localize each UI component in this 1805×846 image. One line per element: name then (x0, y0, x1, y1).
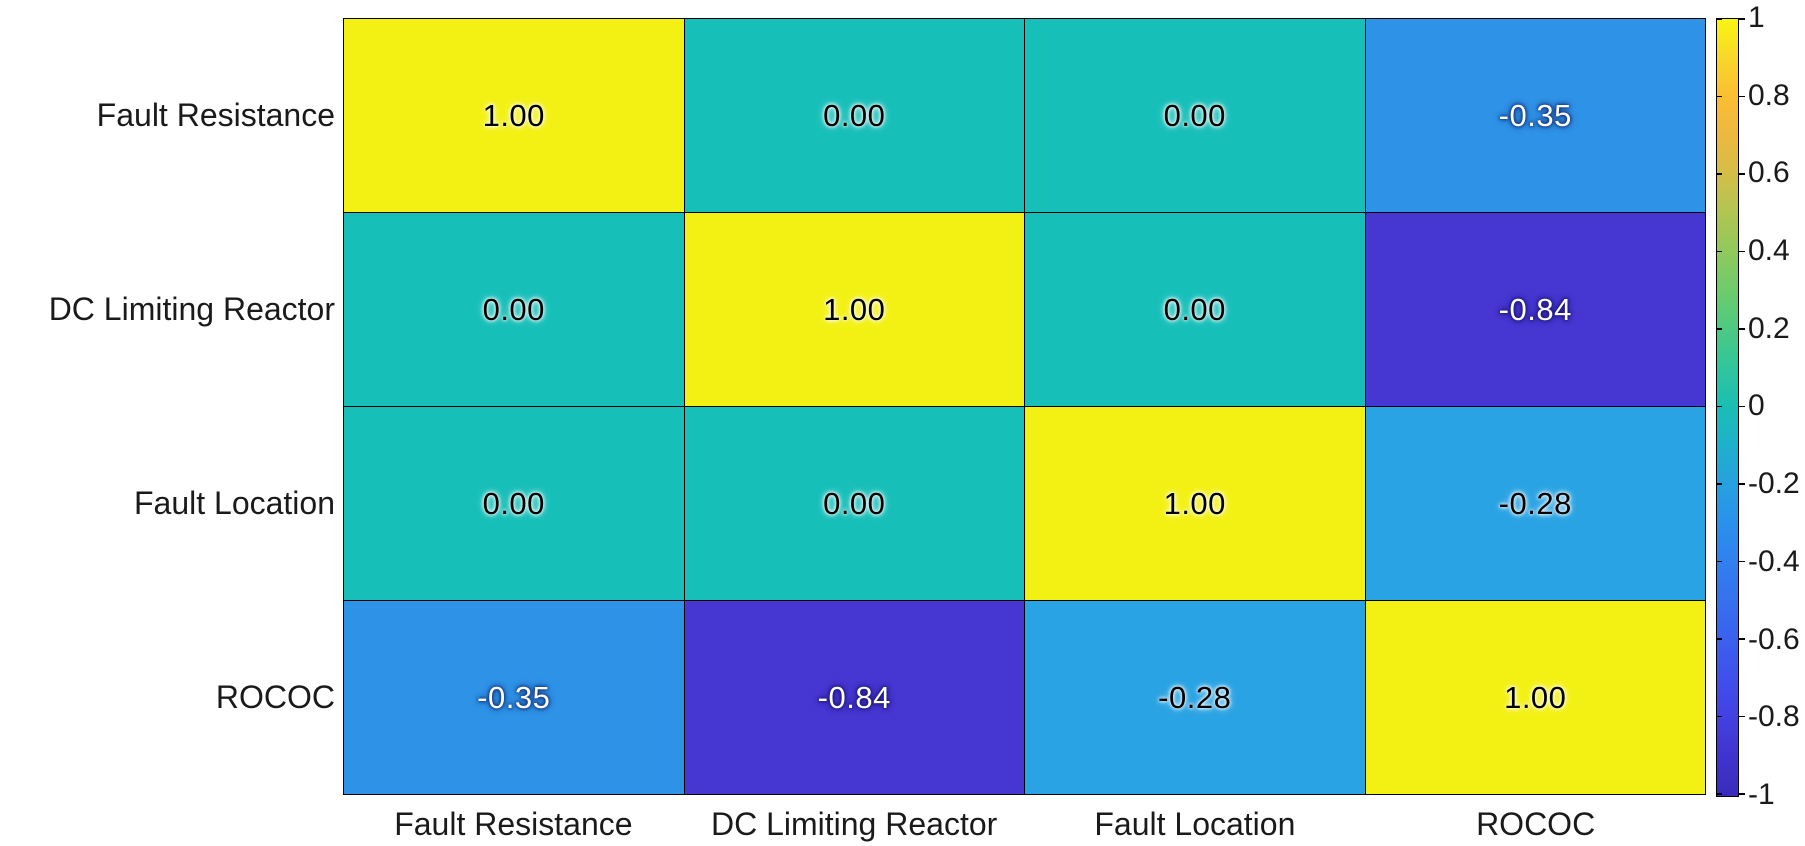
cell-value: -0.35 (1498, 97, 1572, 133)
colorbar-tick (1717, 250, 1722, 253)
colorbar-tick (1717, 560, 1722, 563)
heatmap-grid: 1.00 0.00 0.00 -0.35 0.00 1.00 0.00 -0.8… (343, 18, 1706, 795)
col-label-dc-limiting-reactor: DC Limiting Reactor (710, 806, 998, 842)
row-label-fault-resistance: Fault Resistance (96, 96, 335, 133)
heatmap-cell: 0.00 (1025, 19, 1365, 212)
cell-value: -0.84 (1498, 291, 1572, 327)
colorbar-tick (1717, 715, 1722, 718)
colorbar-tick-label: -0.8 (1748, 700, 1800, 734)
colorbar-tick-label: 1 (1748, 1, 1765, 34)
heatmap-cell: 0.00 (1025, 213, 1365, 406)
colorbar-tick (1739, 793, 1745, 795)
cell-value: -0.35 (477, 679, 551, 715)
colorbar-tick-label: 0.2 (1748, 311, 1790, 345)
colorbar-tick (1739, 173, 1745, 175)
colorbar-tick-label: -0.6 (1748, 622, 1800, 656)
colorbar-gradient (1717, 19, 1738, 796)
col-label-fault-resistance: Fault Resistance (394, 806, 633, 842)
colorbar-tick (1717, 483, 1722, 485)
colorbar-tick-label: -1 (1748, 777, 1775, 811)
colorbar-tick (1739, 405, 1745, 408)
cell-value: 0.00 (482, 291, 545, 327)
heatmap-cell: 1.00 (684, 213, 1024, 406)
colorbar-tick (1739, 328, 1745, 330)
colorbar-outer-ticks (1739, 18, 1745, 795)
cell-value: 0.00 (1163, 97, 1226, 133)
x-axis-labels: Fault Resistance DC Limiting Reactor Fau… (343, 806, 1706, 846)
cell-value: 1.00 (823, 291, 886, 327)
colorbar-tick (1739, 715, 1745, 718)
heatmap-cell: 1.00 (1025, 407, 1365, 600)
colorbar-tick (1739, 638, 1745, 640)
row-label-rococ: ROCOC (215, 679, 335, 716)
col-label-rococ: ROCOC (1476, 806, 1596, 842)
colorbar-tick (1739, 250, 1745, 253)
col-label-fault-location: Fault Location (1094, 806, 1296, 842)
colorbar-tick (1717, 328, 1722, 330)
colorbar-tick-label: 0.4 (1748, 234, 1790, 268)
colorbar-tick (1717, 18, 1722, 20)
colorbar-tick (1739, 483, 1745, 485)
y-axis-labels: Fault Resistance DC Limiting Reactor Fau… (0, 18, 335, 795)
heatmap-cell: 1.00 (1365, 601, 1705, 794)
heatmap-cell: -0.28 (1365, 407, 1705, 600)
colorbar-tick-label: -0.2 (1748, 467, 1800, 501)
heatmap-cell: 0.00 (344, 213, 684, 406)
cell-value: 0.00 (482, 485, 545, 521)
row-label-dc-limiting-reactor: DC Limiting Reactor (48, 290, 335, 327)
colorbar-tick (1739, 560, 1745, 563)
colorbar-tick (1717, 173, 1722, 175)
cell-value: 0.00 (1163, 291, 1226, 327)
cell-value: 1.00 (1163, 485, 1226, 521)
colorbar-tick-label: 0.6 (1748, 156, 1790, 190)
colorbar-tick (1739, 95, 1745, 98)
cell-value: 1.00 (1504, 679, 1567, 715)
cell-value: -0.28 (1498, 485, 1572, 521)
cell-value: 0.00 (823, 97, 886, 133)
heatmap-cell: 0.00 (344, 407, 684, 600)
heatmap-cell: -0.35 (344, 601, 684, 794)
heatmap-cell: -0.84 (1365, 213, 1705, 406)
heatmap-cell: 0.00 (684, 19, 1024, 212)
colorbar-inner-ticks (1717, 18, 1722, 795)
colorbar-tick-label: 0 (1748, 389, 1765, 423)
heatmap-cell: -0.84 (684, 601, 1024, 794)
heatmap-cell: -0.35 (1365, 19, 1705, 212)
colorbar-tick (1717, 95, 1722, 98)
cell-value: 1.00 (482, 97, 545, 133)
row-label-fault-location: Fault Location (133, 485, 335, 522)
heatmap-cell: 1.00 (344, 19, 684, 212)
heatmap-cell: 0.00 (684, 407, 1024, 600)
colorbar (1716, 18, 1739, 797)
heatmap-cell: -0.28 (1025, 601, 1365, 794)
cell-value: -0.84 (817, 679, 891, 715)
colorbar-tick (1717, 638, 1722, 640)
colorbar-tick-label: -0.4 (1748, 544, 1800, 578)
colorbar-tick-label: 0.8 (1748, 78, 1790, 112)
colorbar-tick (1717, 405, 1722, 408)
colorbar-tick-labels: 1 0.8 0.6 0.4 0.2 0 -0.2 -0.4 -0.6 -0.8 … (1748, 0, 1804, 813)
cell-value: 0.00 (823, 485, 886, 521)
cell-value: -0.28 (1158, 679, 1232, 715)
colorbar-tick (1739, 18, 1745, 20)
colorbar-tick (1717, 793, 1722, 795)
